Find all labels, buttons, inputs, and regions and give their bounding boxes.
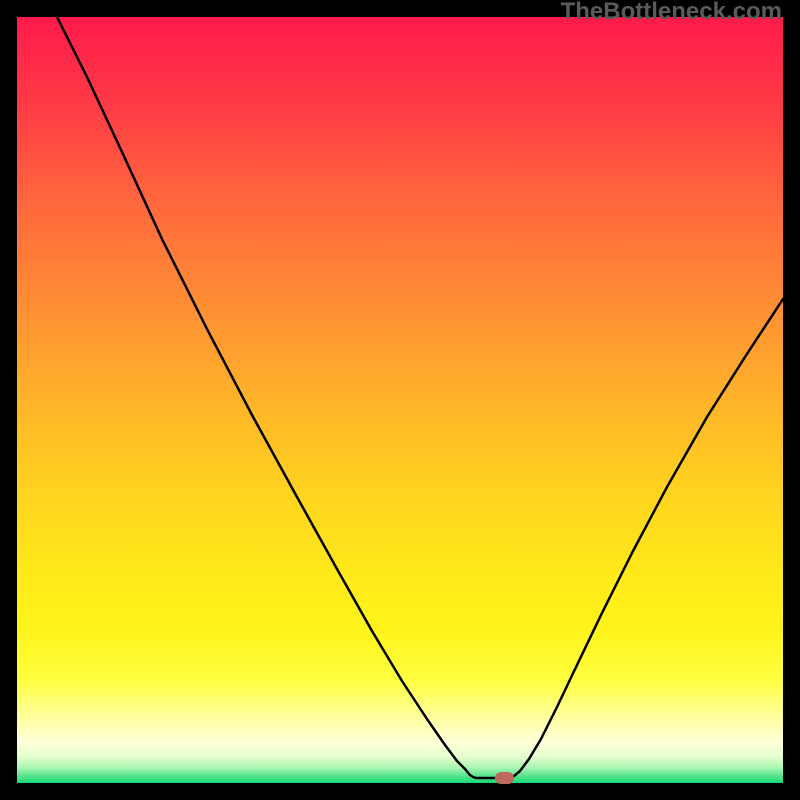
plot-area — [17, 17, 783, 783]
chart-frame: TheBottleneck.com — [0, 0, 800, 800]
bottleneck-curve — [17, 17, 783, 783]
optimal-point-marker — [495, 772, 514, 784]
watermark-text: TheBottleneck.com — [561, 0, 782, 26]
